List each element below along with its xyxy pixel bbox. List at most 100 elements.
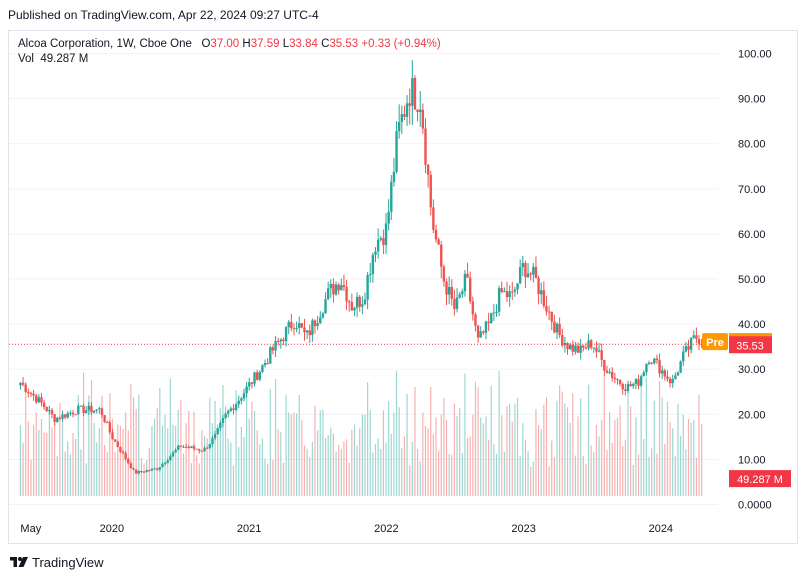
x-tick-label: May xyxy=(20,523,41,535)
candle-body xyxy=(48,410,50,411)
candle-body xyxy=(545,306,547,311)
candle-body xyxy=(298,323,300,328)
candle-body xyxy=(111,432,113,439)
candle-body xyxy=(393,172,395,182)
candle-body xyxy=(508,291,510,297)
candle-body xyxy=(340,285,342,290)
candle-body xyxy=(322,314,324,318)
candle-body xyxy=(240,398,242,400)
candle-body xyxy=(64,414,66,417)
candle-body xyxy=(543,290,545,306)
y-tick-label: 0.0000 xyxy=(738,499,772,511)
candle-body xyxy=(666,377,668,379)
symbol-legend: Alcoa Corporation, 1W, Cboe One O37.00 H… xyxy=(18,36,441,52)
candle-body xyxy=(498,288,500,312)
candle-body xyxy=(556,324,558,333)
y-tick-label: 70.00 xyxy=(738,184,766,196)
candle-body xyxy=(359,297,361,307)
candle-body xyxy=(216,428,218,434)
candle-body xyxy=(219,423,221,428)
candle-body xyxy=(351,302,353,310)
low-value: 33.84 xyxy=(289,38,318,50)
candle-body xyxy=(658,360,660,373)
candle-body xyxy=(514,289,516,291)
candle-body xyxy=(503,291,505,292)
candle-body xyxy=(361,304,363,307)
candle-body xyxy=(22,383,24,385)
candle-body xyxy=(472,301,474,314)
candle-body xyxy=(119,447,121,452)
candle-body xyxy=(579,345,581,352)
candle-body xyxy=(414,78,416,110)
last-price-label: 35.53 xyxy=(736,340,764,352)
candle-body xyxy=(295,328,297,329)
footer-brand: TradingView xyxy=(32,555,104,570)
candle-body xyxy=(401,114,403,122)
candle-body xyxy=(159,467,161,469)
candle-body xyxy=(685,346,687,352)
candle-body xyxy=(319,317,321,323)
candle-body xyxy=(606,371,608,373)
candle-body xyxy=(608,372,610,373)
candle-body xyxy=(214,434,216,438)
candle-body xyxy=(403,114,405,117)
candle-body xyxy=(664,370,666,376)
y-tick-label: 20.00 xyxy=(738,409,766,421)
candle-body xyxy=(495,312,497,313)
candle-body xyxy=(432,207,434,230)
candle-body xyxy=(282,339,284,341)
candle-body xyxy=(372,255,374,274)
candle-body xyxy=(167,460,169,462)
candle-body xyxy=(127,459,129,463)
candle-body xyxy=(230,408,232,410)
high-value: 37.59 xyxy=(251,38,280,50)
candle-body xyxy=(90,406,92,413)
y-tick-label: 50.00 xyxy=(738,274,766,286)
y-tick-label: 100.00 xyxy=(738,49,772,61)
candle-body xyxy=(253,372,255,383)
candle-body xyxy=(487,322,489,323)
candle-body xyxy=(235,404,237,410)
candle-body xyxy=(96,409,98,410)
candle-body xyxy=(390,182,392,212)
y-tick-label: 60.00 xyxy=(738,229,766,241)
candle-body xyxy=(464,274,466,291)
candle-body xyxy=(690,337,692,349)
candle-body xyxy=(72,413,74,415)
candle-body xyxy=(553,322,555,333)
tradingview-logo-icon xyxy=(10,555,28,569)
candle-body xyxy=(661,370,663,373)
candle-body xyxy=(643,372,645,376)
high-label: H xyxy=(242,38,250,50)
candle-body xyxy=(629,384,631,386)
candle-body xyxy=(611,372,613,378)
candle-body xyxy=(677,372,679,375)
candle-body xyxy=(648,363,650,364)
candle-body xyxy=(424,129,426,165)
change-value: +0.33 (+0.94%) xyxy=(361,38,440,50)
candle-body xyxy=(232,408,234,410)
candle-body xyxy=(653,359,655,364)
candle-body xyxy=(324,299,326,313)
candle-body xyxy=(445,282,447,295)
candle-body xyxy=(387,212,389,224)
candle-body xyxy=(277,341,279,342)
volume-label: Vol xyxy=(18,53,34,65)
candle-body xyxy=(645,364,647,372)
candle-body xyxy=(485,322,487,333)
open-value: 37.00 xyxy=(210,38,239,50)
candle-body xyxy=(695,335,697,339)
candle-body xyxy=(35,396,37,403)
candle-body xyxy=(682,352,684,362)
candle-body xyxy=(38,397,40,402)
candle-body xyxy=(482,331,484,332)
candle-body xyxy=(109,422,111,432)
x-tick-label: 2021 xyxy=(237,523,261,535)
x-tick-label: 2020 xyxy=(100,523,124,535)
footer: TradingView xyxy=(10,552,104,572)
candle-body xyxy=(290,322,292,328)
y-tick-label: 40.00 xyxy=(738,319,766,331)
candle-body xyxy=(280,339,282,341)
candle-body xyxy=(306,330,308,332)
